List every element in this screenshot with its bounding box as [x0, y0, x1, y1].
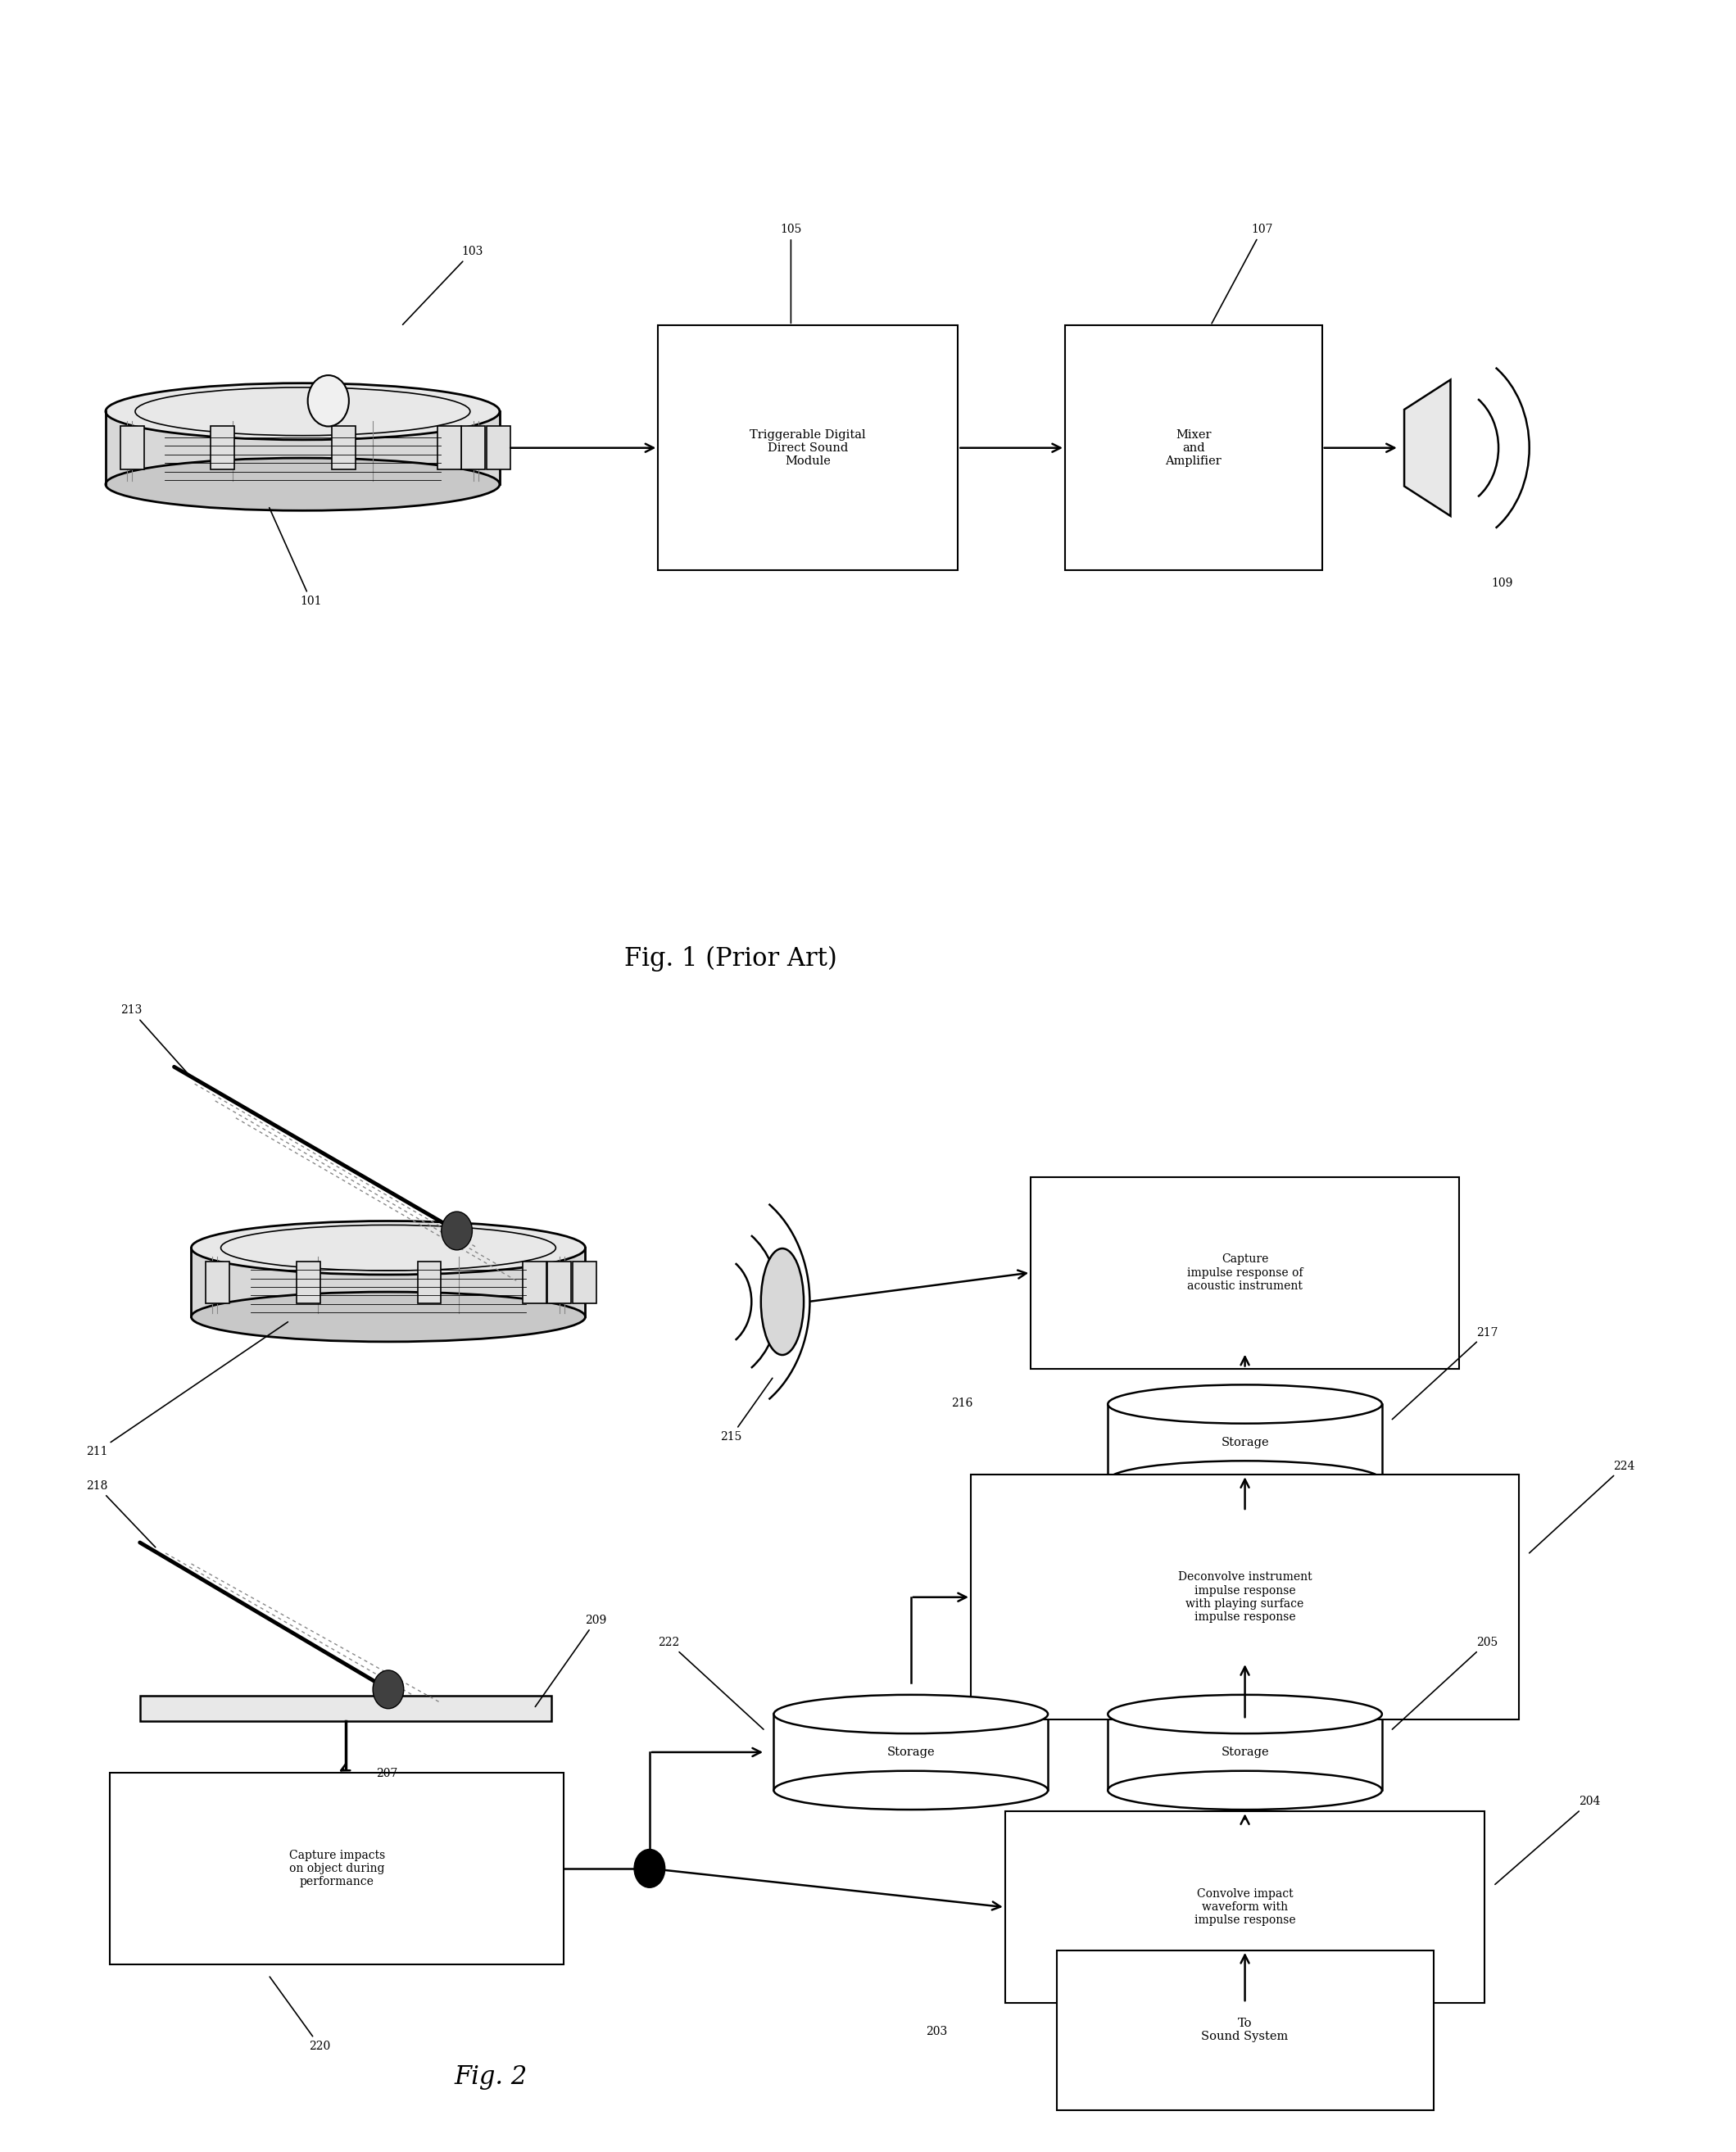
Text: 224: 224 [1529, 1461, 1635, 1554]
Bar [437, 426, 460, 469]
Bar [1108, 1715, 1382, 1790]
Bar [1031, 1177, 1458, 1369]
Bar [1057, 1950, 1434, 2111]
Text: 103: 103 [403, 245, 483, 325]
Text: 205: 205 [1392, 1638, 1498, 1730]
Ellipse shape [191, 1291, 585, 1341]
Ellipse shape [106, 383, 500, 439]
Bar [658, 325, 958, 570]
Text: 207: 207 [377, 1767, 398, 1780]
Bar [462, 426, 484, 469]
Bar [1064, 325, 1323, 570]
Text: 220: 220 [269, 1978, 330, 2051]
Text: 203: 203 [925, 2025, 948, 2038]
Bar [523, 1261, 547, 1302]
Text: Capture impacts
on object during
performance: Capture impacts on object during perform… [288, 1849, 385, 1887]
Bar [191, 1248, 585, 1317]
Ellipse shape [106, 458, 500, 510]
Text: 216: 216 [951, 1399, 974, 1410]
Text: 215: 215 [720, 1377, 773, 1442]
Bar [486, 426, 510, 469]
Bar [774, 1715, 1049, 1790]
Ellipse shape [774, 1771, 1049, 1810]
Bar [573, 1261, 595, 1302]
Text: Deconvolve instrument
impulse response
with playing surface
impulse response: Deconvolve instrument impulse response w… [1179, 1571, 1312, 1623]
Ellipse shape [1108, 1384, 1382, 1422]
Text: 213: 213 [120, 1005, 189, 1076]
Text: Fig. 1 (Prior Art): Fig. 1 (Prior Art) [625, 947, 837, 973]
Text: Mixer
and
Amplifier: Mixer and Amplifier [1165, 428, 1222, 467]
Text: Fig. 2: Fig. 2 [455, 2064, 528, 2090]
Ellipse shape [774, 1696, 1049, 1735]
Bar [109, 1773, 564, 1965]
Bar [1005, 1812, 1484, 2004]
Bar [297, 1261, 319, 1302]
Text: Triggerable Digital
Direct Sound
Module: Triggerable Digital Direct Sound Module [750, 428, 866, 467]
Text: 211: 211 [87, 1321, 288, 1457]
Ellipse shape [1108, 1771, 1382, 1810]
Bar [1108, 1403, 1382, 1481]
Text: 109: 109 [1491, 577, 1512, 590]
Ellipse shape [1108, 1461, 1382, 1500]
Circle shape [307, 374, 349, 426]
Bar [141, 1696, 550, 1722]
Text: 218: 218 [87, 1481, 156, 1547]
Circle shape [441, 1212, 472, 1250]
Ellipse shape [191, 1220, 585, 1274]
Text: 204: 204 [1495, 1797, 1601, 1885]
Text: Storage: Storage [887, 1747, 936, 1758]
Text: 222: 222 [658, 1638, 764, 1730]
Bar [207, 1261, 229, 1302]
Ellipse shape [760, 1248, 804, 1356]
Polygon shape [1404, 379, 1451, 516]
Text: 101: 101 [269, 508, 323, 607]
Bar [332, 426, 356, 469]
Bar [547, 1261, 571, 1302]
Text: 107: 107 [1212, 224, 1272, 323]
Bar [210, 426, 234, 469]
Circle shape [634, 1849, 665, 1887]
Text: Storage: Storage [1220, 1747, 1269, 1758]
Bar [970, 1474, 1519, 1719]
Text: 105: 105 [779, 224, 802, 323]
Text: 217: 217 [1392, 1326, 1498, 1420]
Text: To
Sound System: To Sound System [1201, 2019, 1288, 2042]
Bar [106, 411, 500, 484]
Circle shape [373, 1670, 404, 1709]
Ellipse shape [1108, 1696, 1382, 1735]
Bar [417, 1261, 441, 1302]
Bar [120, 426, 144, 469]
Text: Convolve impact
waveform with
impulse response: Convolve impact waveform with impulse re… [1194, 1887, 1295, 1926]
Text: 209: 209 [535, 1614, 608, 1707]
Text: Capture
impulse response of
acoustic instrument: Capture impulse response of acoustic ins… [1187, 1255, 1304, 1291]
Text: Storage: Storage [1220, 1435, 1269, 1448]
